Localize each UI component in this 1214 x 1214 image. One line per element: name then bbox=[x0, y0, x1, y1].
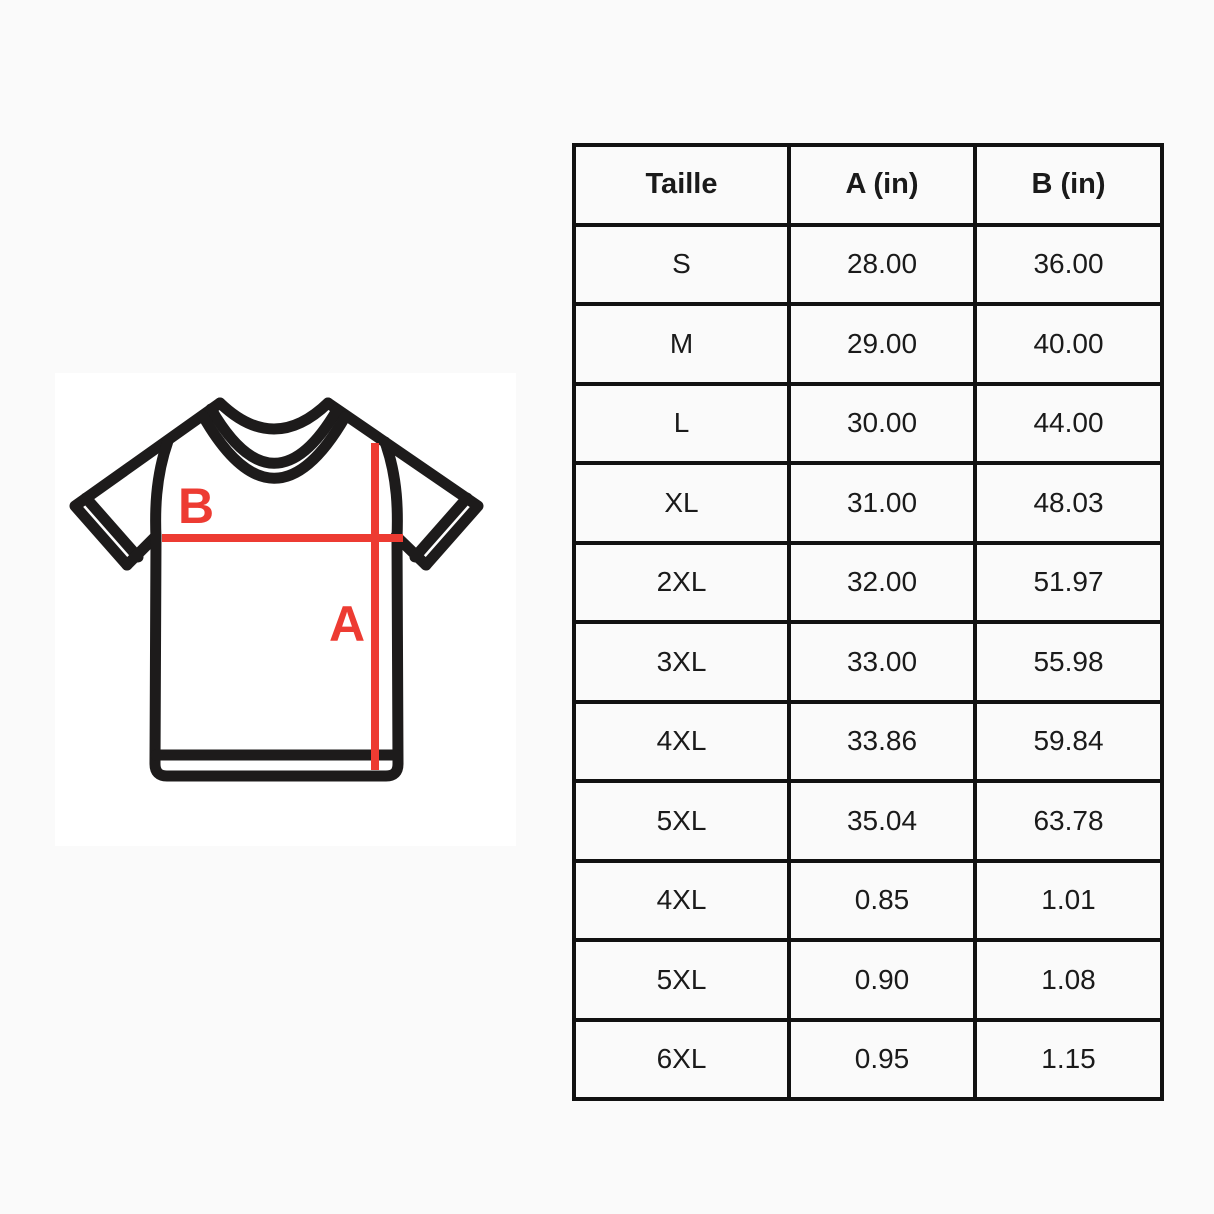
col-header-b: B (in) bbox=[973, 143, 1164, 227]
table-row: 5XL 35.04 63.78 bbox=[572, 779, 1164, 863]
size-table: Taille A (in) B (in) S 28.00 36.00 M 29.00 40… bbox=[572, 143, 1164, 1101]
a-value-cell: 32.00 bbox=[787, 540, 977, 624]
size-cell: 6XL bbox=[572, 1017, 791, 1101]
tshirt-outline-icon bbox=[69, 397, 484, 782]
table-row: XL 31.00 48.03 bbox=[572, 461, 1164, 545]
size-cell: 3XL bbox=[572, 620, 791, 704]
tshirt-illustration: B A bbox=[69, 397, 484, 782]
table-row: 6XL 0.95 1.15 bbox=[572, 1017, 1164, 1101]
b-value-cell: 44.00 bbox=[973, 381, 1164, 465]
size-table-header: Taille A (in) B (in) bbox=[572, 143, 1164, 227]
tshirt-measurement-diagram: B A bbox=[55, 373, 516, 846]
table-row: 4XL 0.85 1.01 bbox=[572, 858, 1164, 942]
table-row: L 30.00 44.00 bbox=[572, 381, 1164, 465]
table-row: 4XL 33.86 59.84 bbox=[572, 699, 1164, 783]
a-value-cell: 35.04 bbox=[787, 779, 977, 863]
col-header-a: A (in) bbox=[787, 143, 977, 227]
a-value-cell: 0.95 bbox=[787, 1017, 977, 1101]
a-value-cell: 29.00 bbox=[787, 302, 977, 386]
size-cell: 5XL bbox=[572, 938, 791, 1022]
table-row: M 29.00 40.00 bbox=[572, 302, 1164, 386]
b-value-cell: 1.01 bbox=[973, 858, 1164, 942]
b-value-cell: 51.97 bbox=[973, 540, 1164, 624]
b-value-cell: 1.15 bbox=[973, 1017, 1164, 1101]
size-cell: 5XL bbox=[572, 779, 791, 863]
size-table-body: S 28.00 36.00 M 29.00 40.00 L 30.00 44.00 XL 31.00… bbox=[572, 222, 1164, 1101]
a-value-cell: 33.00 bbox=[787, 620, 977, 704]
size-cell: 2XL bbox=[572, 540, 791, 624]
b-value-cell: 63.78 bbox=[973, 779, 1164, 863]
table-row: 5XL 0.90 1.08 bbox=[572, 938, 1164, 1022]
b-value-cell: 40.00 bbox=[973, 302, 1164, 386]
a-value-cell: 0.85 bbox=[787, 858, 977, 942]
table-row: S 28.00 36.00 bbox=[572, 222, 1164, 306]
b-value-cell: 55.98 bbox=[973, 620, 1164, 704]
size-cell: S bbox=[572, 222, 791, 306]
b-value-cell: 1.08 bbox=[973, 938, 1164, 1022]
label-a: A bbox=[329, 596, 365, 652]
a-value-cell: 33.86 bbox=[787, 699, 977, 783]
a-value-cell: 28.00 bbox=[787, 222, 977, 306]
size-cell: 4XL bbox=[572, 699, 791, 783]
b-value-cell: 48.03 bbox=[973, 461, 1164, 545]
size-cell: XL bbox=[572, 461, 791, 545]
a-value-cell: 0.90 bbox=[787, 938, 977, 1022]
table-row: 2XL 32.00 51.97 bbox=[572, 540, 1164, 624]
a-value-cell: 31.00 bbox=[787, 461, 977, 545]
header-row: Taille A (in) B (in) bbox=[572, 143, 1164, 227]
table-row: 3XL 33.00 55.98 bbox=[572, 620, 1164, 704]
size-cell: L bbox=[572, 381, 791, 465]
col-header-taille: Taille bbox=[572, 143, 791, 227]
size-cell: 4XL bbox=[572, 858, 791, 942]
label-b: B bbox=[178, 478, 214, 534]
measurement-lines bbox=[162, 443, 403, 770]
a-value-cell: 30.00 bbox=[787, 381, 977, 465]
b-value-cell: 36.00 bbox=[973, 222, 1164, 306]
size-cell: M bbox=[572, 302, 791, 386]
b-value-cell: 59.84 bbox=[973, 699, 1164, 783]
